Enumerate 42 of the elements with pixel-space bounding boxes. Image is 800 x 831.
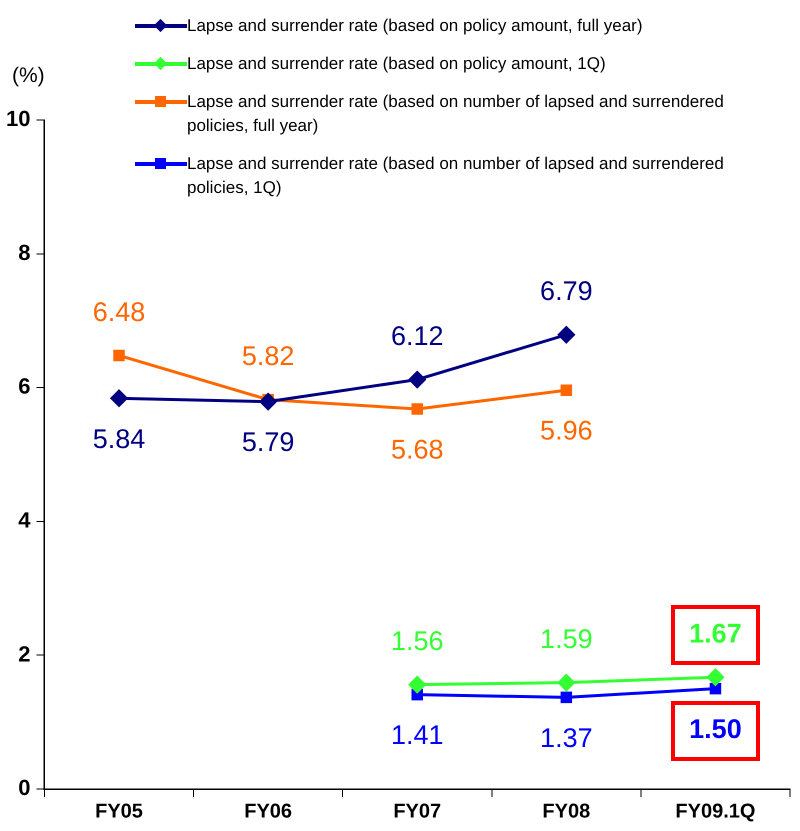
point [710,682,722,694]
x-tick-label: FY05 [95,800,143,823]
point [110,390,128,407]
point [560,384,572,396]
data-label: 1.50 [689,714,742,744]
data-label: 5.82 [242,341,294,372]
data-label: 1.56 [390,626,444,656]
point [706,668,724,686]
x-tick-label: FY08 [542,800,590,823]
data-label: 5.84 [92,424,146,454]
point [260,393,277,410]
legend-label: Lapse and surrender rate (based on policy amount, 1Q) [187,53,606,75]
x-tick-label: FY09.1Q [675,800,756,823]
point [411,403,423,415]
data-label: 1.67 [689,618,742,649]
legend-label: Lapse and surrender rate (based on policy amount, full year) [187,15,642,37]
point [408,676,426,694]
y-tick-label: 4 [18,507,32,532]
y-tick-label: 2 [18,641,30,666]
data-label: 1.59 [540,624,593,654]
x-tick-label: FY06 [244,800,292,823]
point [558,326,575,344]
point [558,674,575,692]
data-label: 6.79 [540,276,593,306]
y-tick-label: 8 [18,240,30,265]
point [113,350,125,362]
point [560,692,572,704]
data-label: 5.79 [242,427,294,458]
x-tick-label: FY07 [393,800,442,823]
y-tick-label: 6 [18,374,30,399]
legend-label: Lapse and surrender rate (based on number of lapsed and surrendered policies, full year) [187,91,725,137]
y-tick-label: 0 [18,775,30,800]
legend-label: Lapse and surrender rate (based on number of lapsed and surrendered policies, 1Q) [187,153,725,199]
y-tick-label: 10 [6,106,30,132]
data-label: 1.37 [540,722,593,753]
point [408,371,426,388]
y-axis-title: (%) [12,64,45,88]
data-label: 6.48 [92,296,146,327]
data-label: 1.41 [390,720,444,750]
data-label: 5.68 [390,434,444,464]
data-label: 6.12 [390,321,444,352]
data-label: 5.96 [540,416,593,446]
